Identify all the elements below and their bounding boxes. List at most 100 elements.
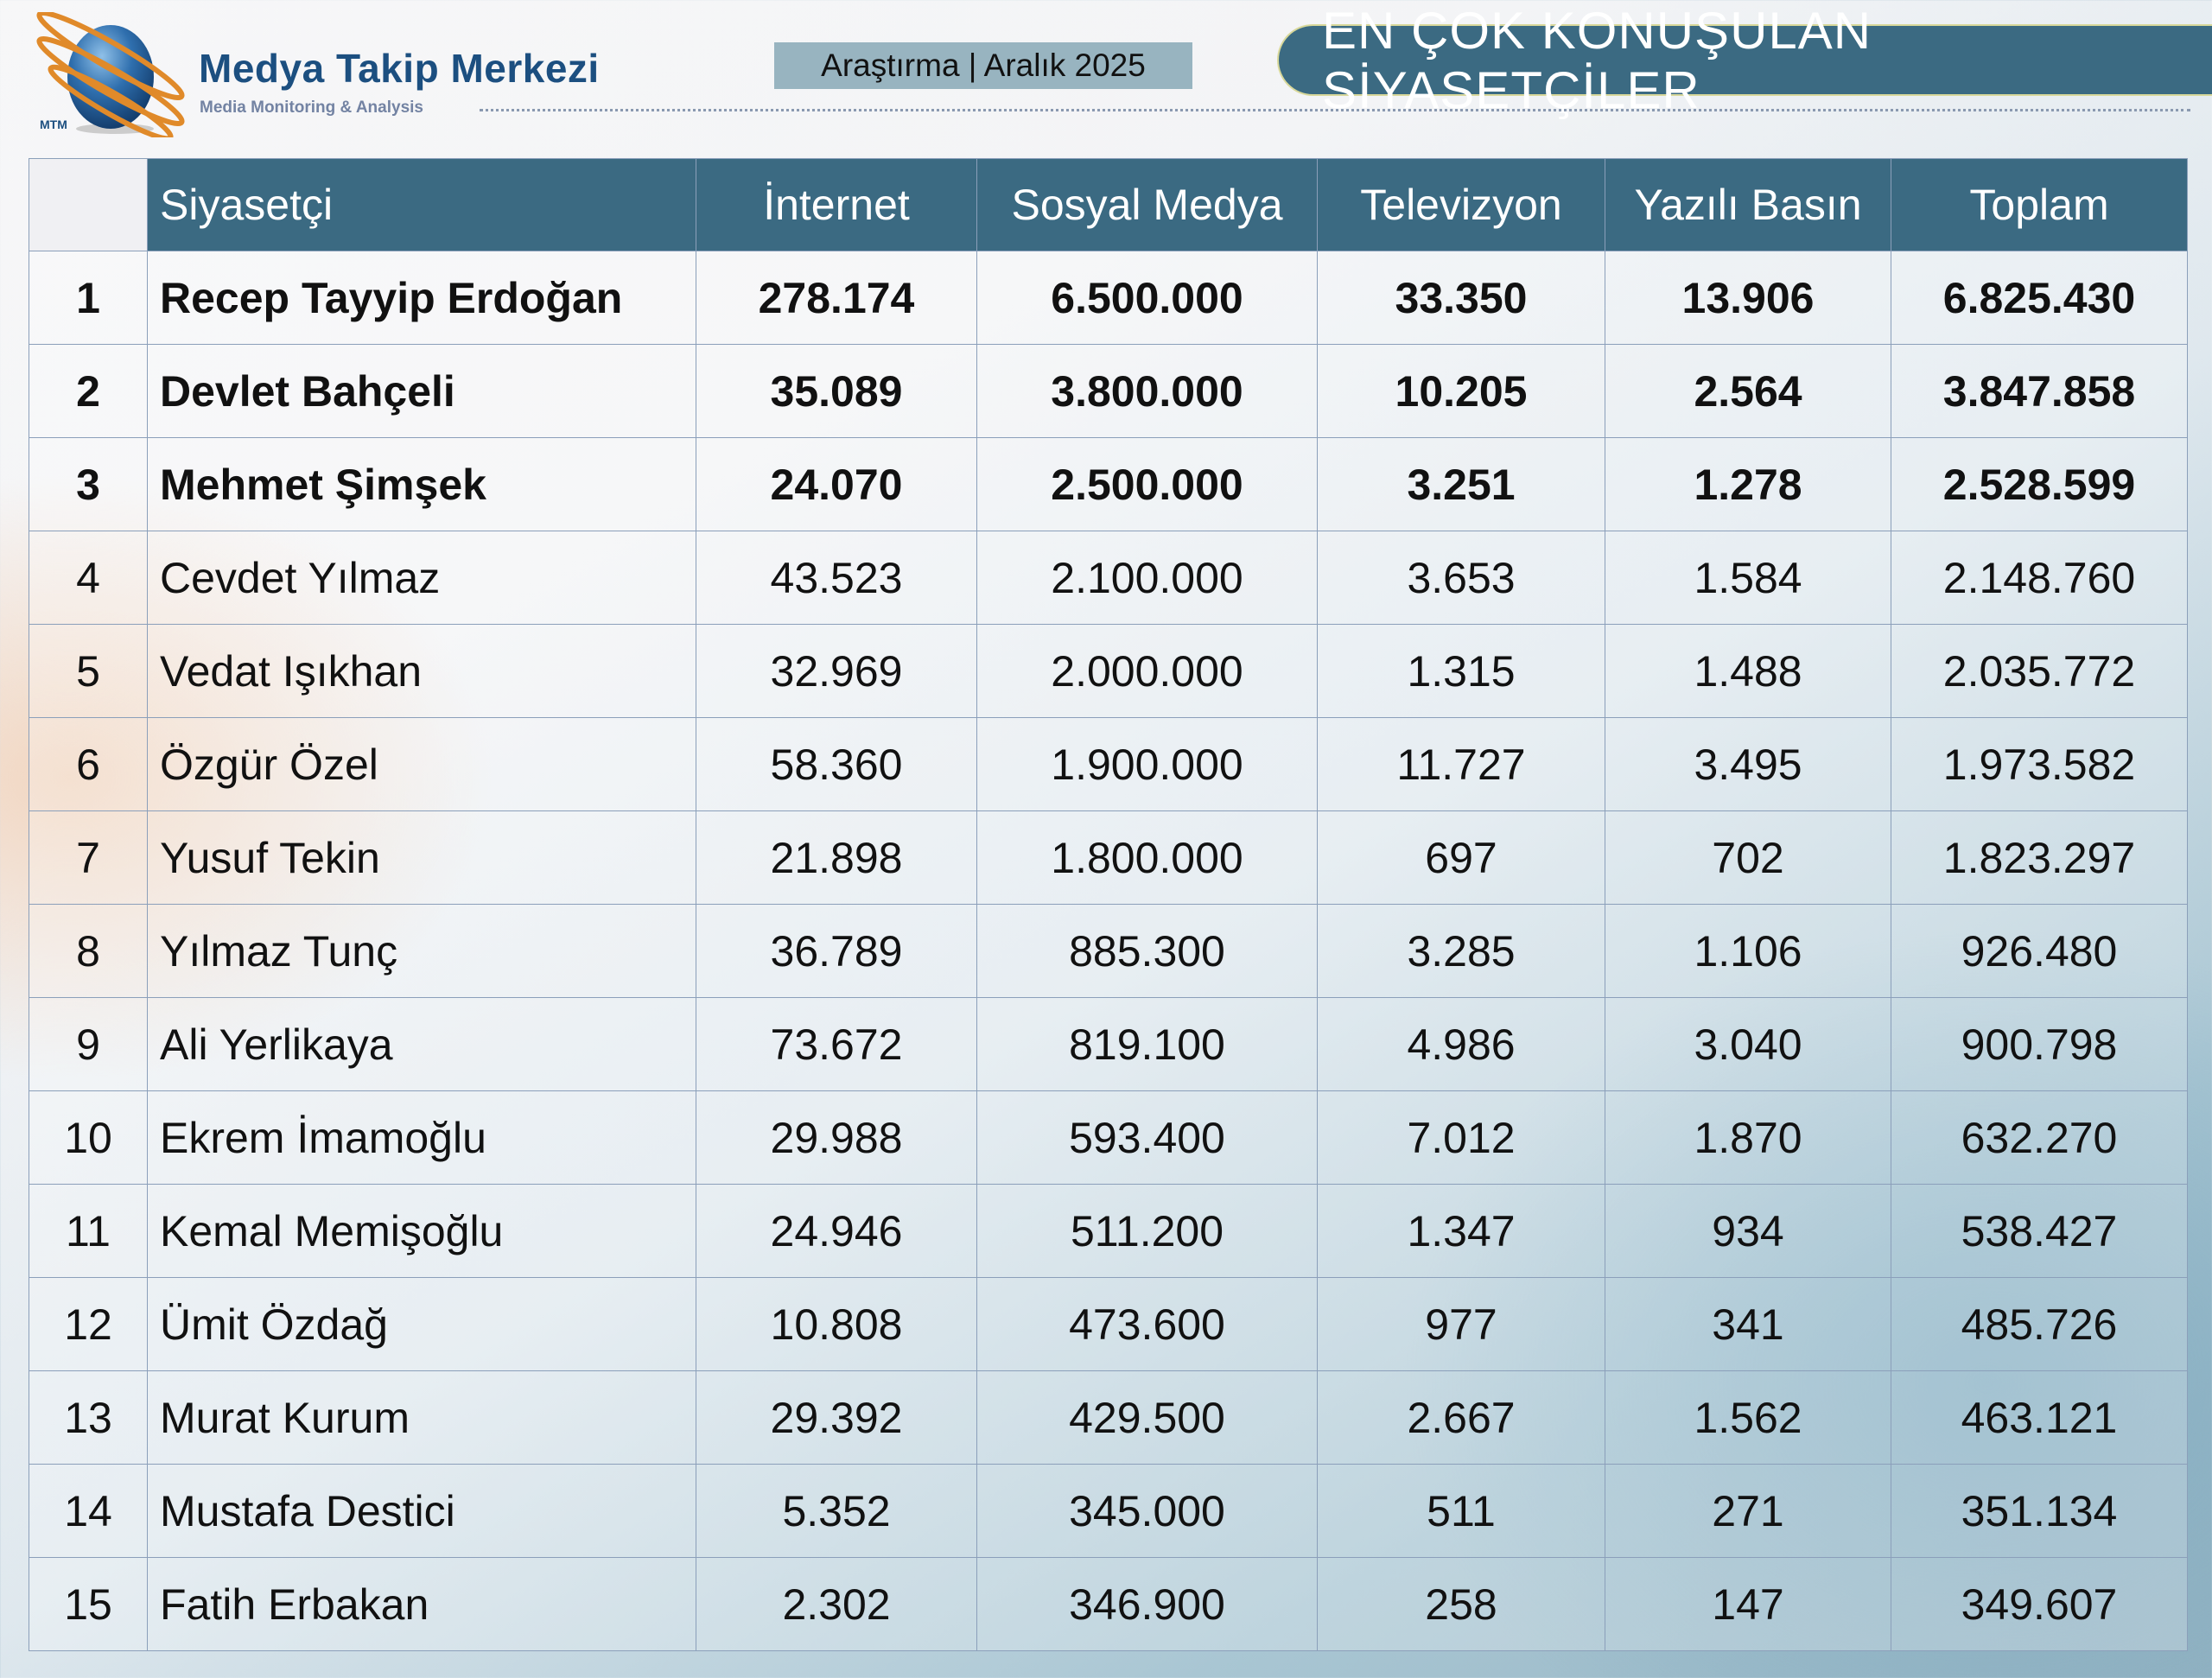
rank-cell: 3 [29, 437, 148, 531]
television-value: 7.012 [1317, 1090, 1605, 1185]
print-press-value: 1.106 [1605, 904, 1891, 998]
television-value: 11.727 [1317, 717, 1605, 811]
rank-cell: 4 [29, 531, 148, 625]
rank-cell: 12 [29, 1277, 148, 1371]
politicians-table: Siyasetçi İnternet Sosyal Medya Televizy… [29, 158, 2188, 1651]
social-media-value: 1.900.000 [976, 717, 1318, 811]
television-value: 258 [1317, 1557, 1605, 1651]
table-header-row: Siyasetçi İnternet Sosyal Medya Televizy… [29, 158, 2188, 251]
politician-name: Cevdet Yılmaz [147, 531, 696, 625]
print-press-value: 147 [1605, 1557, 1891, 1651]
total-value: 2.528.599 [1891, 437, 2188, 531]
internet-value: 35.089 [696, 344, 977, 438]
social-media-value: 6.500.000 [976, 251, 1318, 345]
svg-text:MTM: MTM [40, 118, 67, 131]
politician-name: Murat Kurum [147, 1370, 696, 1465]
page-title: EN ÇOK KONUŞULAN SİYASETÇİLER [1277, 2, 2212, 119]
social-media-value: 885.300 [976, 904, 1318, 998]
politician-name: Ali Yerlikaya [147, 997, 696, 1091]
rank-cell: 5 [29, 624, 148, 718]
brand-name: Medya Takip Merkezi [199, 46, 600, 91]
total-value: 2.148.760 [1891, 531, 2188, 625]
social-media-value: 473.600 [976, 1277, 1318, 1371]
internet-value: 43.523 [696, 531, 977, 625]
politician-name: Kemal Memişoğlu [147, 1184, 696, 1278]
politician-name: Mehmet Şimşek [147, 437, 696, 531]
print-press-value: 271 [1605, 1464, 1891, 1558]
social-media-value: 346.900 [976, 1557, 1318, 1651]
television-value: 1.315 [1317, 624, 1605, 718]
social-media-value: 2.500.000 [976, 437, 1318, 531]
television-value: 2.667 [1317, 1370, 1605, 1465]
table-row: 10 Ekrem İmamoğlu 29.988 593.400 7.012 1.870 6… [29, 1090, 2188, 1185]
internet-value: 73.672 [696, 997, 977, 1091]
table-row: 9 Ali Yerlikaya 73.672 819.100 4.986 3.040 900… [29, 997, 2188, 1091]
television-value: 3.653 [1317, 531, 1605, 625]
rank-cell: 14 [29, 1464, 148, 1558]
table-row: 12 Ümit Özdağ 10.808 473.600 977 341 485.726 [29, 1277, 2188, 1371]
total-value: 1.823.297 [1891, 810, 2188, 905]
rank-cell: 2 [29, 344, 148, 438]
print-press-value: 702 [1605, 810, 1891, 905]
print-press-value: 341 [1605, 1277, 1891, 1371]
politician-name: Vedat Işıkhan [147, 624, 696, 718]
social-media-value: 3.800.000 [976, 344, 1318, 438]
header-politician: Siyasetçi [147, 158, 696, 251]
television-value: 33.350 [1317, 251, 1605, 345]
total-value: 2.035.772 [1891, 624, 2188, 718]
politician-name: Ekrem İmamoğlu [147, 1090, 696, 1185]
table-row: 5 Vedat Işıkhan 32.969 2.000.000 1.315 1.488 2… [29, 624, 2188, 718]
social-media-value: 2.100.000 [976, 531, 1318, 625]
header-social-media: Sosyal Medya [976, 158, 1318, 251]
table-row: 15 Fatih Erbakan 2.302 346.900 258 147 349.607 [29, 1557, 2188, 1651]
total-value: 926.480 [1891, 904, 2188, 998]
mtm-logo: MTM [36, 12, 185, 137]
internet-value: 29.392 [696, 1370, 977, 1465]
header-rank [29, 158, 148, 251]
total-value: 3.847.858 [1891, 344, 2188, 438]
date-badge: Araştırma | Aralık 2025 [774, 42, 1192, 89]
internet-value: 5.352 [696, 1464, 977, 1558]
social-media-value: 345.000 [976, 1464, 1318, 1558]
internet-value: 21.898 [696, 810, 977, 905]
table-row: 7 Yusuf Tekin 21.898 1.800.000 697 702 1.823.2… [29, 810, 2188, 905]
print-press-value: 1.584 [1605, 531, 1891, 625]
rank-cell: 11 [29, 1184, 148, 1278]
print-press-value: 1.488 [1605, 624, 1891, 718]
header-total: Toplam [1891, 158, 2188, 251]
total-value: 900.798 [1891, 997, 2188, 1091]
internet-value: 24.070 [696, 437, 977, 531]
television-value: 3.285 [1317, 904, 1605, 998]
rank-cell: 1 [29, 251, 148, 345]
internet-value: 278.174 [696, 251, 977, 345]
social-media-value: 429.500 [976, 1370, 1318, 1465]
internet-value: 2.302 [696, 1557, 977, 1651]
television-value: 697 [1317, 810, 1605, 905]
rank-cell: 8 [29, 904, 148, 998]
total-value: 632.270 [1891, 1090, 2188, 1185]
header-print-press: Yazılı Basın [1605, 158, 1891, 251]
social-media-value: 2.000.000 [976, 624, 1318, 718]
politician-name: Yusuf Tekin [147, 810, 696, 905]
politician-name: Özgür Özel [147, 717, 696, 811]
table-row: 11 Kemal Memişoğlu 24.946 511.200 1.347 934 53… [29, 1184, 2188, 1278]
television-value: 977 [1317, 1277, 1605, 1371]
header-internet: İnternet [696, 158, 977, 251]
internet-value: 29.988 [696, 1090, 977, 1185]
internet-value: 10.808 [696, 1277, 977, 1371]
print-press-value: 2.564 [1605, 344, 1891, 438]
print-press-value: 1.562 [1605, 1370, 1891, 1465]
print-press-value: 3.040 [1605, 997, 1891, 1091]
politician-name: Recep Tayyip Erdoğan [147, 251, 696, 345]
brand-subtitle: Media Monitoring & Analysis [200, 99, 423, 117]
rank-cell: 9 [29, 997, 148, 1091]
social-media-value: 593.400 [976, 1090, 1318, 1185]
social-media-value: 1.800.000 [976, 810, 1318, 905]
social-media-value: 819.100 [976, 997, 1318, 1091]
politician-name: Fatih Erbakan [147, 1557, 696, 1651]
print-press-value: 1.278 [1605, 437, 1891, 531]
politician-name: Mustafa Destici [147, 1464, 696, 1558]
rank-cell: 7 [29, 810, 148, 905]
television-value: 4.986 [1317, 997, 1605, 1091]
table-row: 8 Yılmaz Tunç 36.789 885.300 3.285 1.106 926.4… [29, 904, 2188, 998]
